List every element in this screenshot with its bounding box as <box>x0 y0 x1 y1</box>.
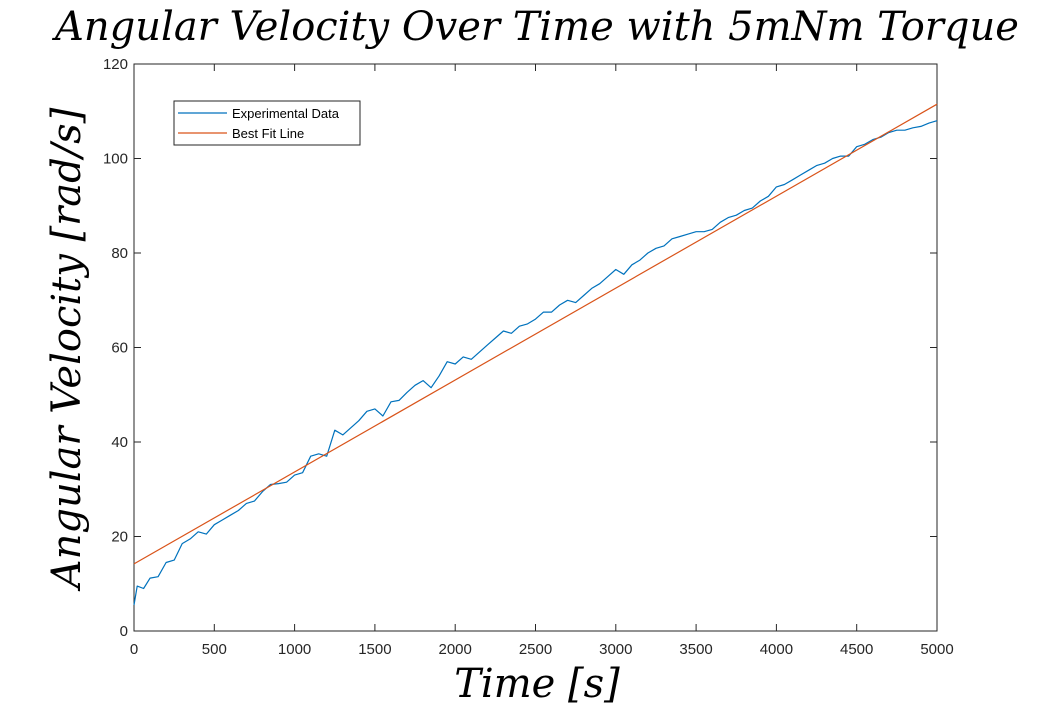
y-tick-label: 40 <box>111 434 128 451</box>
x-tick-label: 2500 <box>519 641 552 658</box>
y-axis-label: Angular Velocity [rad/s] <box>44 107 90 592</box>
plot-frame <box>133 63 938 632</box>
chart-title: Angular Velocity Over Time with 5mNm Tor… <box>51 4 1019 50</box>
x-tick-label: 1500 <box>358 641 391 658</box>
x-tick-label: 2000 <box>439 641 472 658</box>
y-tick-label: 80 <box>111 245 128 262</box>
legend-label-experimental-data: Experimental Data <box>232 106 340 121</box>
y-tick-label: 20 <box>111 529 128 546</box>
y-tick-label: 60 <box>111 340 128 357</box>
y-tick-label: 120 <box>103 56 128 73</box>
x-tick-label: 500 <box>202 641 227 658</box>
x-tick-label: 0 <box>130 641 138 658</box>
legend: Experimental Data Best Fit Line <box>173 100 361 146</box>
x-tick-label: 4500 <box>840 641 873 658</box>
legend-label-best-fit-line: Best Fit Line <box>232 126 304 141</box>
series-layer <box>133 103 938 606</box>
x-tick-label: 4000 <box>760 641 793 658</box>
x-tick-label: 3500 <box>679 641 712 658</box>
x-tick-label: 1000 <box>278 641 311 658</box>
series-line-best-fit-line <box>133 103 938 565</box>
series-line-experimental-data <box>133 120 938 606</box>
y-tick-label: 100 <box>103 151 128 168</box>
x-axis-label: Time [s] <box>454 661 620 707</box>
legend-box <box>173 100 361 146</box>
y-tick-label: 0 <box>120 623 128 640</box>
plot-area: 0 500 1000 1500 2000 2500 3000 3500 4000 4500 5000… <box>103 56 954 658</box>
x-tick-label: 5000 <box>920 641 953 658</box>
x-tick-label: 3000 <box>599 641 632 658</box>
ticks-layer: 0 500 1000 1500 2000 2500 3000 3500 4000 4500 5000… <box>103 56 954 658</box>
